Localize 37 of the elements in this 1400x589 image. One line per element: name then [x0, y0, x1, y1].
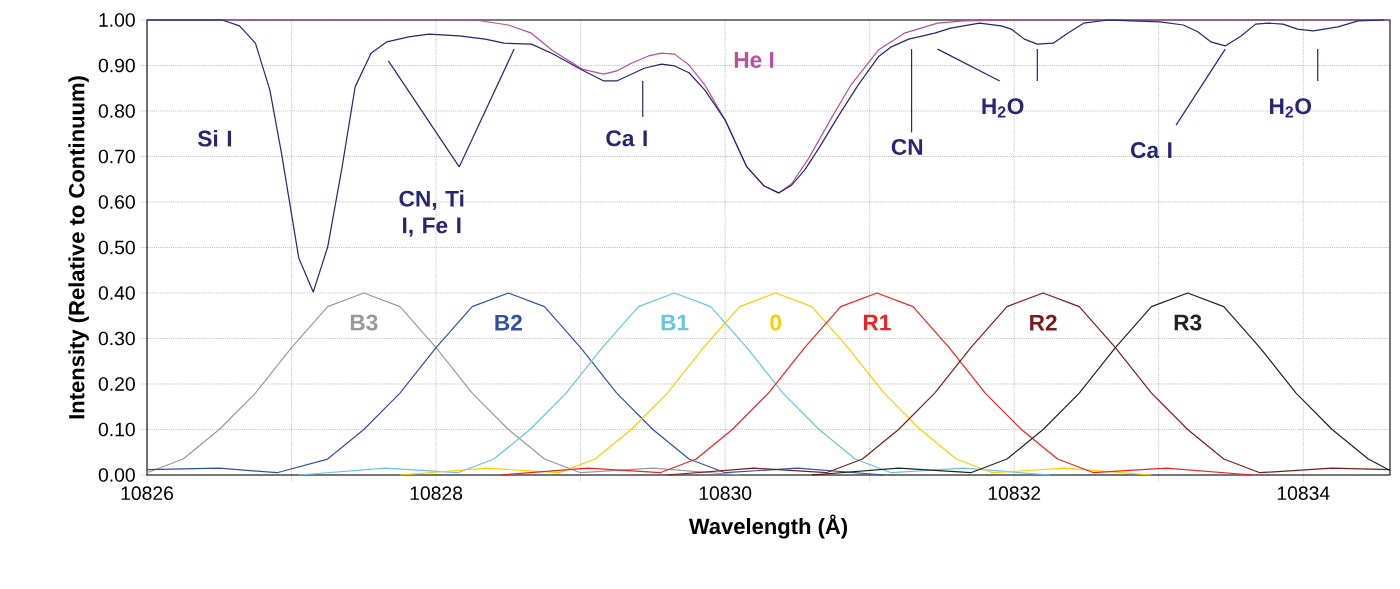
y-tick-label: 0.20 [98, 377, 135, 391]
y-tick-label: 0.00 [98, 468, 135, 482]
y-axis-title: Intensity (Relative to Continuum) [68, 76, 89, 419]
annotation: H$_{2}$O [982, 98, 1024, 118]
series-label: B1 [661, 314, 689, 331]
y-tick-label: 0.90 [98, 58, 135, 73]
annotation: Ca I [606, 130, 647, 147]
line-series [399, 292, 1153, 476]
x-tick-label: 10826 [121, 486, 174, 501]
annotation: Si I [197, 129, 232, 147]
x-tick-label: 10828 [410, 486, 463, 501]
y-tick-label: 0.70 [98, 149, 135, 164]
y-tick-label: 0.80 [98, 104, 135, 118]
y-tick-label: 0.60 [98, 195, 135, 209]
x-tick-label: 10834 [1277, 486, 1330, 501]
series-label: He I [734, 52, 774, 68]
annotation: H$_{2}$O [1270, 98, 1312, 118]
series-label: R1 [863, 314, 891, 331]
series-label: 0 [770, 314, 782, 331]
y-tick-label: 0.10 [98, 422, 135, 437]
y-tick-label: 1.00 [99, 13, 135, 27]
y-tick-label: 0.40 [98, 286, 135, 300]
series-label: B2 [495, 314, 522, 331]
y-tick-label: 0.50 [98, 240, 135, 255]
y-tick-label: 0.30 [98, 331, 135, 346]
annotation: CN, Ti I, Fe I [399, 190, 464, 237]
series-label: R2 [1030, 314, 1057, 331]
line-series [146, 292, 741, 476]
x-axis-title: Wavelength (Å) [688, 514, 848, 539]
series-label: B3 [350, 314, 378, 331]
line-series [811, 292, 1391, 476]
x-tick-label: 10830 [699, 486, 752, 501]
line-series [146, 19, 1385, 293]
x-tick-label: 10832 [988, 486, 1041, 501]
annotation: Ca I [1131, 142, 1172, 159]
series-label: R3 [1174, 314, 1202, 331]
annotation: CN [891, 138, 923, 155]
